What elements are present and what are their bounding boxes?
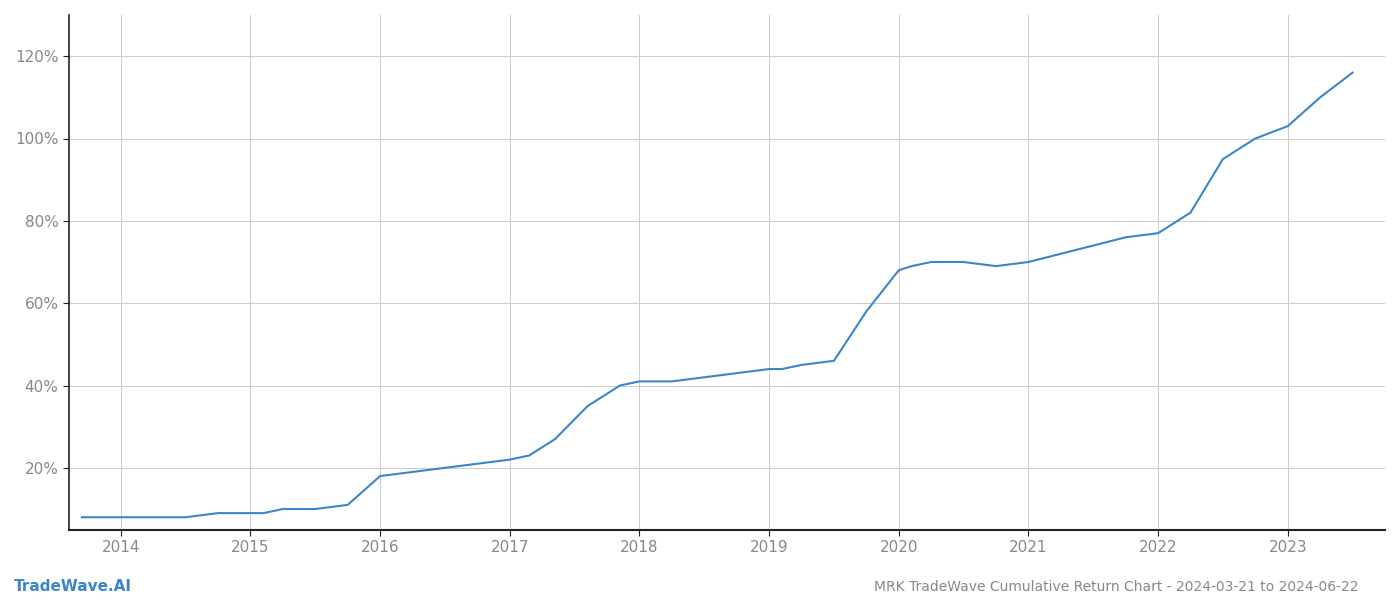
Text: MRK TradeWave Cumulative Return Chart - 2024-03-21 to 2024-06-22: MRK TradeWave Cumulative Return Chart - … [874,580,1358,594]
Text: TradeWave.AI: TradeWave.AI [14,579,132,594]
